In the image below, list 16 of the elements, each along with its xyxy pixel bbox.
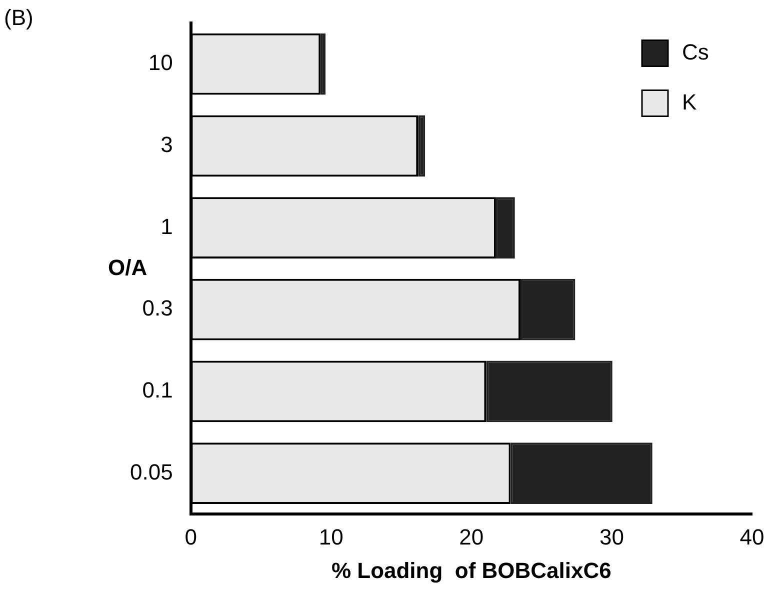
legend-label: Cs [682,39,709,64]
y-tick-label: 0.05 [130,459,173,484]
x-tick-label: 30 [599,524,624,550]
y-axis-title: O/A [108,254,148,280]
x-tick-label: 0 [184,524,197,550]
x-axis-title: % Loading of BOBCalixC6 [331,558,612,583]
y-tick-label: 3 [160,132,173,158]
legend-label: K [682,89,697,114]
x-tick-label: 40 [740,524,764,550]
y-tick-label: 10 [148,50,173,76]
y-tick-label: 0.3 [142,296,173,321]
x-tick-label: 20 [459,524,484,550]
y-tick-label: 1 [160,214,173,239]
text: (B) [4,5,34,30]
x-tick-label: 10 [318,524,344,550]
y-tick-label: 0.1 [142,378,173,403]
